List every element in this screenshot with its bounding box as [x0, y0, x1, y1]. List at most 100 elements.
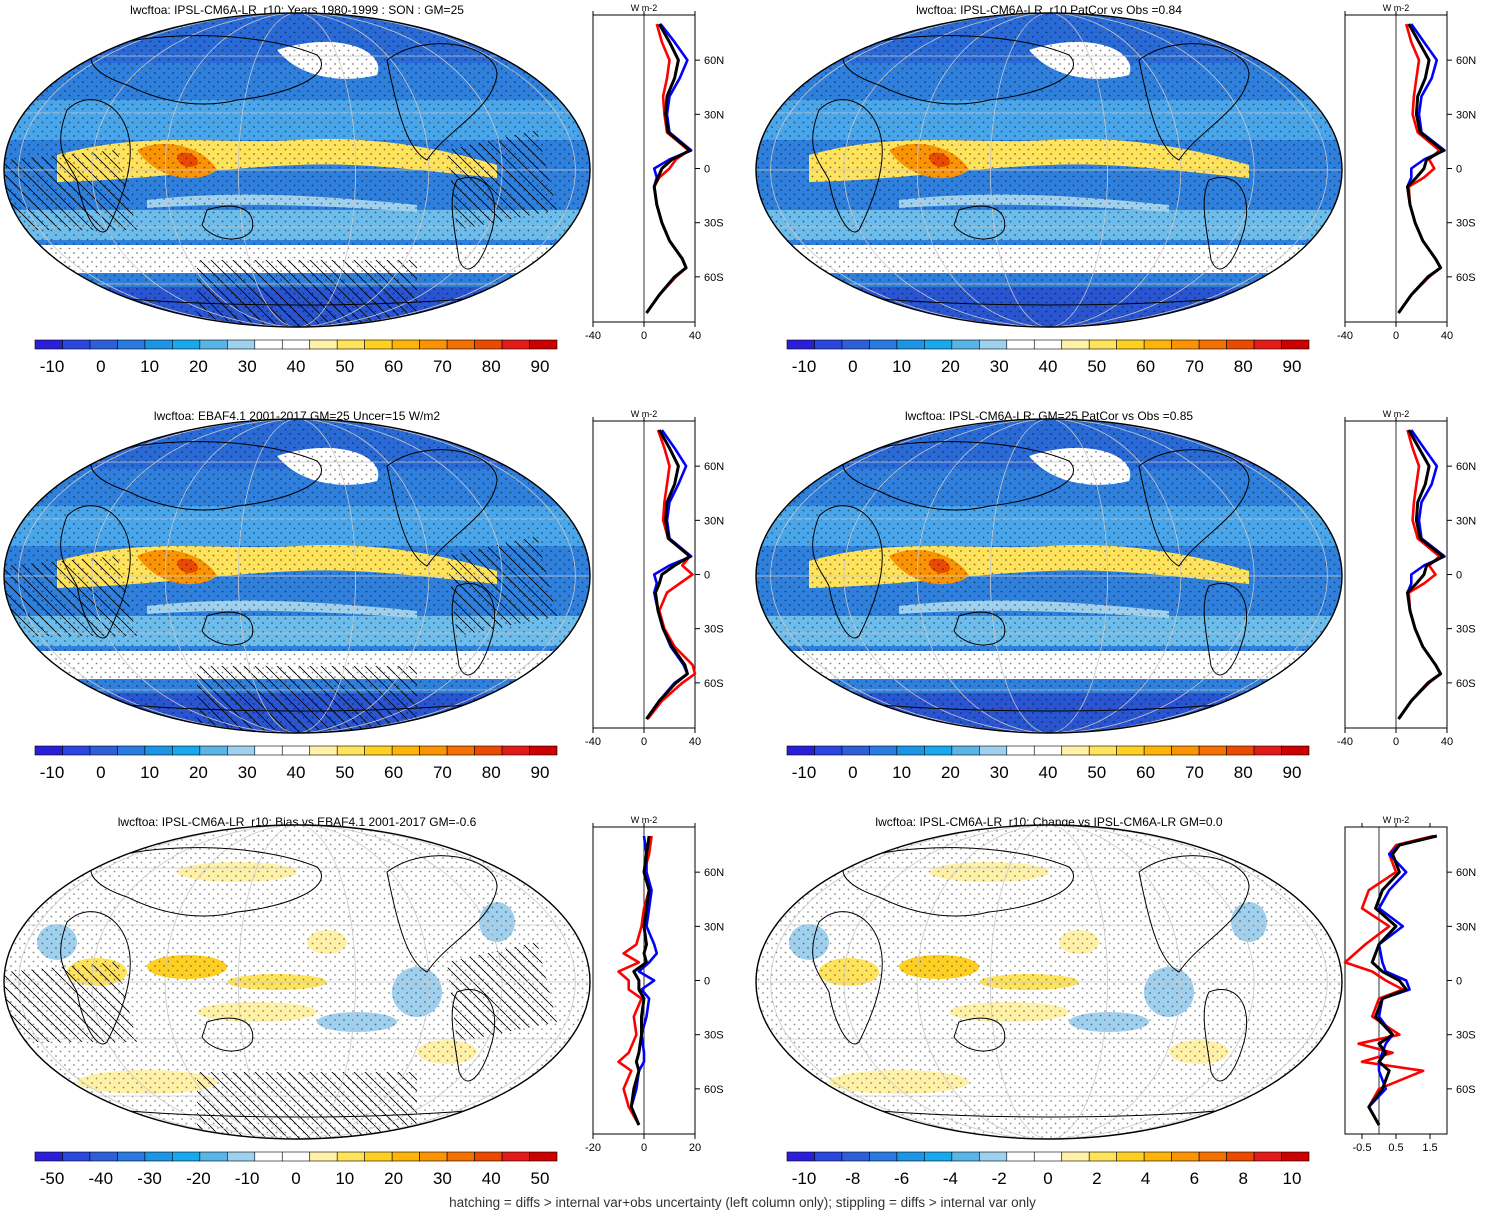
zonal-ytick-label: 0	[704, 570, 710, 582]
colorbar-tick-label: 40	[287, 357, 306, 376]
colorbar-tick-label: -10	[792, 1169, 817, 1188]
colorbar-box	[419, 745, 448, 756]
colorbar-box	[89, 745, 118, 756]
colorbar-tick-label: 10	[140, 357, 159, 376]
coastline	[451, 989, 496, 1082]
zonal-ytick-label: 60S	[704, 272, 724, 284]
zonal-ytick-label: 30N	[704, 921, 724, 933]
zonal-line-blue	[629, 835, 659, 1126]
colorbar-box	[144, 745, 173, 756]
zonal-ytick-label: 30S	[704, 218, 724, 230]
colorbar-box	[199, 745, 228, 756]
coastline	[451, 177, 496, 270]
zonal-xtick-label: 20	[689, 1142, 701, 1154]
graticule-meridian	[843, 825, 1255, 1139]
colorbar-box	[1226, 745, 1255, 756]
colorbar-tick-label: 90	[531, 357, 550, 376]
colorbar-box	[1281, 339, 1310, 350]
zonal-xtick-label: -40	[585, 736, 601, 748]
zonal-xtick-label: 0	[1393, 330, 1399, 342]
colorbar: -10 0 10 20 30 40 50 60 70 80 90	[34, 339, 558, 376]
colorbar-box	[281, 745, 311, 756]
colorbar-tick-label: 30	[990, 357, 1009, 376]
colorbar-box	[814, 339, 843, 350]
hatching	[4, 942, 557, 1139]
panel-title: lwcftoa: IPSL-CM6A-LR_r10 PatCor vs Obs …	[916, 3, 1182, 17]
zonal-xtick-label: 0.5	[1388, 1142, 1403, 1154]
graticule-meridian	[843, 13, 1255, 327]
colorbar-box	[896, 745, 925, 756]
zonal-xtick-label: -40	[585, 330, 601, 342]
map	[3, 824, 591, 1140]
zonal-ytick-label: 30N	[1456, 921, 1476, 933]
zonal-line-black	[645, 429, 692, 720]
zonal-panel: W m-2 60N 30N 0 30S 60S -40 0 40	[1337, 3, 1476, 342]
colorbar-box	[1198, 1151, 1227, 1162]
zonal-ytick-label: 60S	[1456, 678, 1476, 690]
zonal-line-red	[1343, 834, 1434, 1126]
colorbar-box	[1281, 745, 1310, 756]
graticule-meridian	[18, 13, 576, 327]
zonal-line-black	[1397, 429, 1445, 720]
colorbar: -10 0 10 20 30 40 50 60 70 80 90	[786, 745, 1310, 782]
graticule-meridian	[916, 825, 1182, 1139]
colorbar-tick-label: 30	[990, 763, 1009, 782]
coastline	[386, 855, 498, 973]
zonal-ytick-label: 30S	[1456, 1030, 1476, 1042]
panel-title: lwcftoa: IPSL-CM6A-LR_r10: Change vs IPS…	[875, 815, 1222, 829]
colorbar-tick-label: 90	[531, 763, 550, 782]
colorbar-tick-label: 30	[238, 763, 257, 782]
colorbar-tick-label: 30	[238, 357, 257, 376]
colorbar-box	[869, 1151, 898, 1162]
colorbar-box	[1116, 745, 1145, 756]
graticule	[756, 13, 1342, 327]
colorbar-tick-label: -20	[186, 1169, 211, 1188]
colorbar-box	[979, 745, 1008, 756]
zonal-xtick-label: 0	[1393, 736, 1399, 748]
coastline	[201, 205, 254, 240]
map	[755, 12, 1343, 328]
graticule-meridian	[164, 825, 430, 1139]
footnote: hatching = diffs > internal var+obs unce…	[449, 1195, 1036, 1210]
colorbar-box	[227, 339, 256, 350]
colorbar-tick-label: 80	[1234, 357, 1253, 376]
colorbar-box	[391, 1151, 420, 1162]
colorbar-tick-label: 70	[433, 357, 452, 376]
graticule-meridian	[164, 419, 430, 733]
colorbar-box	[1061, 1151, 1090, 1162]
colorbar-box	[309, 1151, 338, 1162]
coastline	[201, 611, 254, 646]
colorbar-box	[814, 1151, 843, 1162]
colorbar-tick-label: 70	[1185, 763, 1204, 782]
colorbar-box	[869, 339, 898, 350]
colorbar-box	[1006, 339, 1035, 350]
hatching	[4, 130, 557, 327]
colorbar-tick-label: 0	[291, 1169, 300, 1188]
colorbar-tick-label: 80	[1234, 763, 1253, 782]
zonal-unit: W m-2	[631, 3, 658, 13]
map	[3, 418, 591, 734]
zonal-panel: W m-2 60N 30N 0 30S 60S -0.5 0.5 1.5	[1343, 815, 1476, 1154]
zonal-unit: W m-2	[631, 409, 658, 419]
colorbar-box	[1226, 339, 1255, 350]
colorbar-box	[474, 1151, 503, 1162]
colorbar-box	[281, 1151, 311, 1162]
zonal-xtick-label: 40	[1441, 330, 1453, 342]
zonal-ytick-label: 30N	[704, 109, 724, 121]
coastline	[60, 505, 131, 639]
colorbar-box	[199, 1151, 228, 1162]
colorbar-tick-label: 6	[1190, 1169, 1199, 1188]
colorbar-box	[1116, 1151, 1145, 1162]
colorbar-tick-label: 60	[384, 357, 403, 376]
zonal-line-black	[1367, 834, 1438, 1126]
colorbar-box	[529, 745, 558, 756]
coastline	[812, 505, 883, 639]
colorbar-box	[474, 339, 503, 350]
colorbar-tick-label: 0	[848, 763, 857, 782]
coastline	[90, 35, 322, 105]
colorbar-tick-label: -8	[845, 1169, 860, 1188]
map-field	[4, 419, 590, 733]
zonal-panel: W m-2 60N 30N 0 30S 60S -40 0 40	[1337, 409, 1476, 748]
colorbar-box	[1198, 745, 1227, 756]
zonal-ytick-label: 0	[704, 164, 710, 176]
